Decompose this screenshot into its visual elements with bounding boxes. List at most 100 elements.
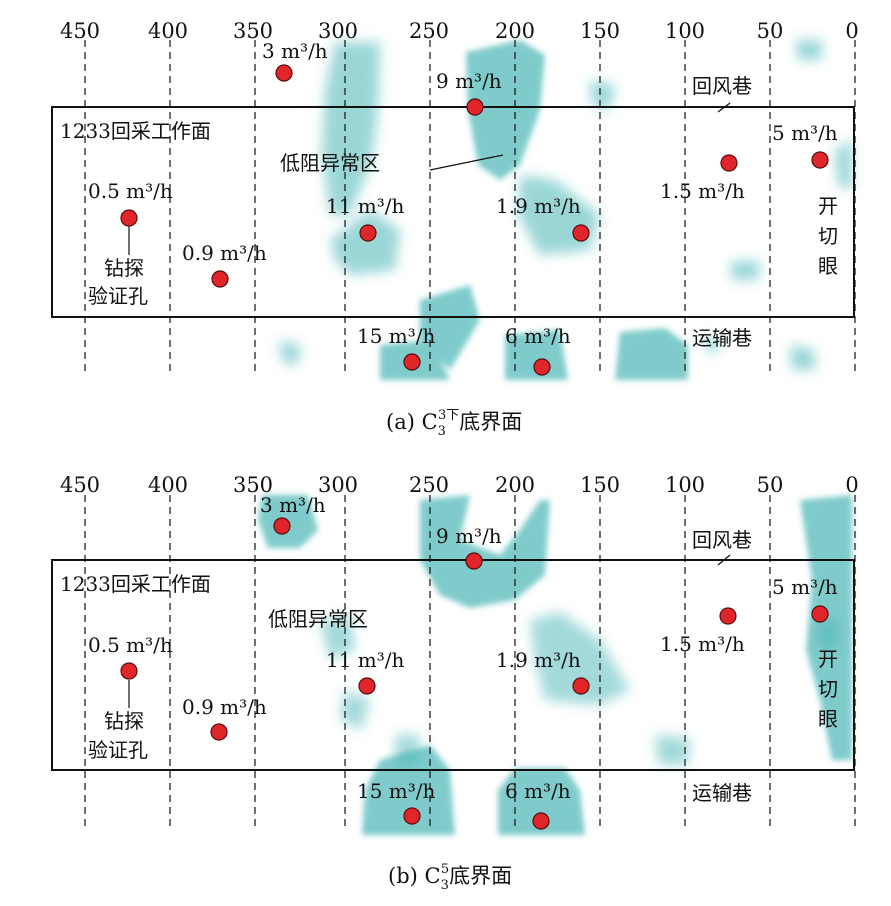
flow-label: 1.5 m³/h bbox=[660, 179, 745, 203]
return-road-label: 回风巷 bbox=[692, 74, 752, 98]
panel-b: 450 400 350 300 250 200 150 100 50 0 bbox=[51, 473, 859, 893]
cut-hole-label: 眼 bbox=[818, 254, 838, 278]
borehole-marker bbox=[273, 517, 291, 535]
working-face-label: 1233回采工作面 bbox=[60, 119, 211, 143]
anomaly-blob bbox=[466, 40, 545, 180]
panel-caption: (b) C35底界面 bbox=[388, 862, 512, 893]
flow-label: 5 m³/h bbox=[772, 121, 838, 145]
distance-gridlines-b bbox=[84, 495, 856, 830]
tick-label: 400 bbox=[148, 473, 188, 497]
borehole-marker bbox=[811, 605, 829, 623]
anomaly-blob bbox=[530, 612, 630, 705]
borehole-marker bbox=[572, 677, 590, 695]
region-labels-a: 1233回采工作面 回风巷 运输巷 低阻异常区 钻探 验证孔 开 切 眼 bbox=[60, 74, 838, 350]
flow-label: 0.9 m³/h bbox=[182, 241, 267, 265]
tick-label: 100 bbox=[665, 19, 705, 43]
anomaly-blob bbox=[330, 210, 400, 275]
tick-label: 400 bbox=[148, 19, 188, 43]
anomaly-blob bbox=[280, 340, 300, 365]
flow-label: 11 m³/h bbox=[326, 194, 405, 218]
cut-hole-label: 切 bbox=[818, 224, 838, 248]
anomaly-blob bbox=[505, 330, 568, 380]
borehole-marker bbox=[403, 807, 421, 825]
flow-labels-a: 3 m³/h 9 m³/h 5 m³/h 1.5 m³/h 0.5 m³/h 1… bbox=[88, 39, 838, 348]
anomaly-blob bbox=[615, 328, 688, 380]
flow-label: 9 m³/h bbox=[436, 69, 502, 93]
distance-gridlines-a bbox=[84, 40, 856, 375]
borehole-marker bbox=[572, 224, 590, 242]
cut-hole-label: 眼 bbox=[818, 707, 838, 731]
borehole-marker bbox=[211, 270, 229, 288]
tick-label: 100 bbox=[665, 473, 705, 497]
tick-label: 50 bbox=[757, 473, 784, 497]
anomaly-blob bbox=[590, 80, 615, 110]
flow-label: 3 m³/h bbox=[262, 39, 328, 63]
distance-axis-a: 450 400 350 300 250 200 150 100 50 0 bbox=[60, 19, 859, 43]
boreholes-b bbox=[120, 517, 829, 830]
anomaly-blob bbox=[320, 615, 355, 660]
drill-hole-label: 钻探 bbox=[104, 256, 144, 280]
flow-labels-b: 3 m³/h 9 m³/h 5 m³/h 1.5 m³/h 0.5 m³/h 1… bbox=[88, 493, 838, 803]
cut-hole-label: 开 bbox=[818, 194, 838, 218]
cut-hole-label: 切 bbox=[818, 677, 838, 701]
tick-label: 450 bbox=[60, 473, 100, 497]
flow-label: 9 m³/h bbox=[436, 524, 502, 548]
drill-hole-label: 验证孔 bbox=[88, 284, 148, 308]
panel-a: 450 400 350 300 250 200 150 100 50 0 bbox=[51, 19, 859, 439]
borehole-marker bbox=[120, 209, 138, 227]
drill-hole-label: 验证孔 bbox=[88, 738, 148, 762]
flow-label: 15 m³/h bbox=[357, 324, 436, 348]
region-labels-b: 1233回采工作面 回风巷 运输巷 低阻异常区 钻探 验证孔 开 切 眼 bbox=[60, 528, 838, 805]
flow-label: 3 m³/h bbox=[260, 493, 326, 517]
flow-label: 0.5 m³/h bbox=[88, 179, 173, 203]
tick-label: 150 bbox=[580, 473, 620, 497]
haul-road-label: 运输巷 bbox=[692, 781, 752, 805]
flow-label: 0.5 m³/h bbox=[88, 633, 173, 657]
flow-label: 1.5 m³/h bbox=[660, 632, 745, 656]
flow-label: 1.9 m³/h bbox=[496, 648, 581, 672]
distance-axis-b: 450 400 350 300 250 200 150 100 50 0 bbox=[60, 473, 859, 497]
flow-label: 1.9 m³/h bbox=[496, 194, 581, 218]
anomaly-blob bbox=[800, 495, 852, 760]
return-road-label: 回风巷 bbox=[692, 528, 752, 552]
flow-label: 6 m³/h bbox=[505, 779, 571, 803]
borehole-marker bbox=[120, 662, 138, 680]
anomaly-blob bbox=[362, 745, 455, 835]
anomaly-blob bbox=[730, 260, 760, 280]
tick-label: 250 bbox=[409, 19, 449, 43]
tick-label: 0 bbox=[845, 473, 858, 497]
tick-label: 350 bbox=[233, 19, 273, 43]
borehole-marker bbox=[465, 552, 483, 570]
annotation-lines-b bbox=[128, 554, 731, 795]
anomaly-blob bbox=[795, 40, 822, 60]
boreholes-a bbox=[120, 64, 829, 376]
borehole-marker bbox=[210, 723, 228, 741]
anomaly-blob bbox=[790, 345, 815, 370]
working-face-outline bbox=[51, 106, 855, 318]
anomaly-blob bbox=[420, 285, 480, 370]
anomaly-zones-a bbox=[280, 40, 852, 380]
tick-label: 300 bbox=[318, 473, 358, 497]
working-face-label: 1233回采工作面 bbox=[60, 572, 211, 596]
tick-label: 200 bbox=[495, 19, 535, 43]
borehole-marker bbox=[466, 98, 484, 116]
tick-label: 50 bbox=[757, 19, 784, 43]
anomaly-blob bbox=[322, 42, 380, 215]
anomaly-blob bbox=[498, 768, 585, 835]
anomaly-zone-label: 低阻异常区 bbox=[280, 151, 380, 175]
borehole-marker bbox=[358, 677, 376, 695]
flow-label: 0.9 m³/h bbox=[182, 695, 267, 719]
anomaly-blob bbox=[705, 335, 720, 352]
haul-road-label: 运输巷 bbox=[692, 326, 752, 350]
anomaly-blob bbox=[340, 690, 370, 730]
tick-label: 200 bbox=[495, 473, 535, 497]
borehole-marker bbox=[275, 64, 293, 82]
tick-label: 350 bbox=[233, 473, 273, 497]
panel-caption: (a) C33下底界面 bbox=[386, 408, 522, 439]
borehole-marker bbox=[533, 358, 551, 376]
anomaly-zone-label: 低阻异常区 bbox=[268, 607, 368, 631]
borehole-marker bbox=[359, 224, 377, 242]
flow-label: 15 m³/h bbox=[357, 779, 436, 803]
tick-label: 300 bbox=[318, 19, 358, 43]
